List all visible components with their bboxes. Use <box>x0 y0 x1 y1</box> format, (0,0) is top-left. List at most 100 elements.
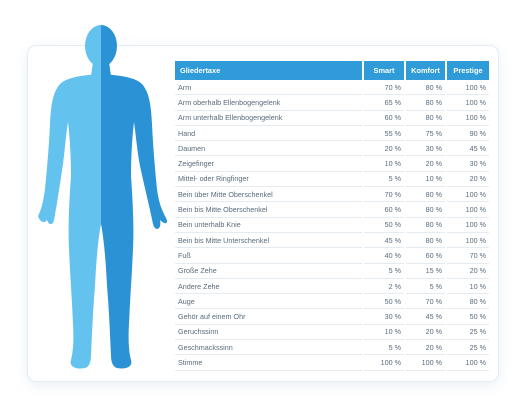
prestige-value: 100 % <box>447 80 489 96</box>
prestige-value: 80 % <box>447 294 489 310</box>
row-label: Arm unterhalb Ellenbogengelenk <box>175 111 362 126</box>
table-row: Hand 55 % 75 % 90 % <box>175 126 489 142</box>
human-body-silhouette-icon <box>38 25 168 369</box>
smart-value: 70 % <box>364 80 404 96</box>
smart-value: 5 % <box>364 172 404 188</box>
row-label: Bein über Mitte Oberschenkel <box>175 187 362 203</box>
smart-value: 20 % <box>364 141 404 157</box>
table-row: Andere Zehe 2 % 5 % 10 % <box>175 279 489 295</box>
komfort-value: 100 % <box>406 355 445 371</box>
smart-value: 2 % <box>364 279 404 295</box>
table-row: Zeigefinger 10 % 20 % 30 % <box>175 156 489 172</box>
smart-value: 10 % <box>364 325 404 341</box>
header-gliedertaxe: Gliedertaxe <box>175 61 362 80</box>
smart-value: 10 % <box>364 156 404 172</box>
table-row: Auge 50 % 70 % 80 % <box>175 294 489 310</box>
table-row: Arm oberhalb Ellenbogengelenk 65 % 80 % 100… <box>175 95 489 111</box>
row-label: Geschmackssinn <box>175 340 362 356</box>
komfort-value: 20 % <box>406 156 445 172</box>
row-label: Stimme <box>175 355 362 371</box>
table-row: Bein bis Mitte Unterschenkel 45 % 80 % 100 … <box>175 233 489 249</box>
komfort-value: 80 % <box>406 95 445 111</box>
row-label: Bein bis Mitte Unterschenkel <box>175 233 362 249</box>
komfort-value: 15 % <box>406 264 445 279</box>
row-label: Arm <box>175 80 362 96</box>
table-row: Geruchssinn 10 % 20 % 25 % <box>175 325 489 341</box>
row-label: Gehör auf einem Ohr <box>175 309 362 325</box>
row-label: Hand <box>175 126 362 142</box>
row-label: Große Zehe <box>175 264 362 279</box>
table-row: Daumen 20 % 30 % 45 % <box>175 141 489 157</box>
table-row: Stimme 100 % 100 % 100 % <box>175 355 489 371</box>
smart-value: 70 % <box>364 187 404 203</box>
komfort-value: 80 % <box>406 202 445 218</box>
prestige-value: 20 % <box>447 264 489 279</box>
komfort-value: 45 % <box>406 309 445 325</box>
prestige-value: 25 % <box>447 340 489 356</box>
header-smart: Smart <box>364 61 404 80</box>
prestige-value: 70 % <box>447 248 489 264</box>
row-label: Zeigefinger <box>175 156 362 172</box>
smart-value: 30 % <box>364 309 404 325</box>
table-row: Bein bis Mitte Oberschenkel 60 % 80 % 100 % <box>175 202 489 218</box>
smart-value: 45 % <box>364 233 404 249</box>
prestige-value: 30 % <box>447 156 489 172</box>
prestige-value: 45 % <box>447 141 489 157</box>
table-row: Gehör auf einem Ohr 30 % 45 % 50 % <box>175 309 489 325</box>
prestige-value: 100 % <box>447 187 489 203</box>
header-komfort: Komfort <box>406 61 445 80</box>
row-label: Fuß <box>175 248 362 264</box>
prestige-value: 10 % <box>447 279 489 295</box>
row-label: Bein unterhalb Knie <box>175 218 362 233</box>
komfort-value: 70 % <box>406 294 445 310</box>
smart-value: 50 % <box>364 218 404 233</box>
table-row: Bein unterhalb Knie 50 % 80 % 100 % <box>175 218 489 233</box>
smart-value: 65 % <box>364 95 404 111</box>
komfort-value: 10 % <box>406 172 445 188</box>
prestige-value: 100 % <box>447 95 489 111</box>
prestige-value: 50 % <box>447 309 489 325</box>
row-label: Auge <box>175 294 362 310</box>
smart-value: 55 % <box>364 126 404 142</box>
row-label: Bein bis Mitte Oberschenkel <box>175 202 362 218</box>
smart-value: 5 % <box>364 340 404 356</box>
gliedertaxe-table: Gliedertaxe Smart Komfort Prestige Arm 70… <box>173 61 491 371</box>
prestige-value: 20 % <box>447 172 489 188</box>
prestige-value: 100 % <box>447 218 489 233</box>
komfort-value: 80 % <box>406 187 445 203</box>
table-row: Arm 70 % 80 % 100 % <box>175 80 489 96</box>
row-label: Geruchssinn <box>175 325 362 341</box>
table-row: Fuß 40 % 60 % 70 % <box>175 248 489 264</box>
row-label: Andere Zehe <box>175 279 362 295</box>
prestige-value: 100 % <box>447 355 489 371</box>
row-label: Arm oberhalb Ellenbogengelenk <box>175 95 362 111</box>
smart-value: 60 % <box>364 202 404 218</box>
komfort-value: 60 % <box>406 248 445 264</box>
prestige-value: 100 % <box>447 233 489 249</box>
komfort-value: 5 % <box>406 279 445 295</box>
smart-value: 60 % <box>364 111 404 126</box>
smart-value: 5 % <box>364 264 404 279</box>
smart-value: 100 % <box>364 355 404 371</box>
komfort-value: 30 % <box>406 141 445 157</box>
smart-value: 40 % <box>364 248 404 264</box>
table-row: Geschmackssinn 5 % 20 % 25 % <box>175 340 489 356</box>
gliedertaxe-table-container: Gliedertaxe Smart Komfort Prestige Arm 70… <box>175 61 490 371</box>
table-row: Bein über Mitte Oberschenkel 70 % 80 % 100 … <box>175 187 489 203</box>
row-label: Mittel- oder Ringfinger <box>175 172 362 188</box>
table-row: Arm unterhalb Ellenbogengelenk 60 % 80 % 10… <box>175 111 489 126</box>
table-row: Große Zehe 5 % 15 % 20 % <box>175 264 489 279</box>
smart-value: 50 % <box>364 294 404 310</box>
row-label: Daumen <box>175 141 362 157</box>
prestige-value: 100 % <box>447 111 489 126</box>
prestige-value: 90 % <box>447 126 489 142</box>
table-row: Mittel- oder Ringfinger 5 % 10 % 20 % <box>175 172 489 188</box>
header-prestige: Prestige <box>447 61 489 80</box>
prestige-value: 25 % <box>447 325 489 341</box>
komfort-value: 80 % <box>406 233 445 249</box>
komfort-value: 80 % <box>406 111 445 126</box>
komfort-value: 20 % <box>406 325 445 341</box>
komfort-value: 20 % <box>406 340 445 356</box>
komfort-value: 80 % <box>406 80 445 96</box>
komfort-value: 80 % <box>406 218 445 233</box>
